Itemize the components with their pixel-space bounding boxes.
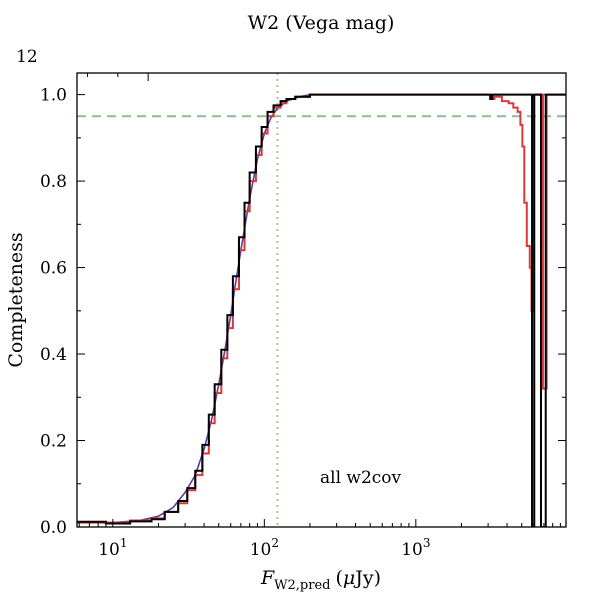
- x-tick-label-base: 10: [401, 540, 423, 560]
- x-axis-title-sub: W2,pred: [274, 578, 330, 593]
- y-tick-label: 0.6: [40, 259, 67, 279]
- annotation-label: all w2cov: [320, 468, 402, 488]
- x-tick-label-exponent: 1: [120, 536, 128, 550]
- x-axis-title: FW2,pred (μJy): [260, 567, 381, 593]
- series-line-1: [77, 93, 566, 524]
- x-axis-title-mu: μ: [343, 567, 355, 589]
- series-line-3: [77, 93, 566, 527]
- plot-frame: [76, 72, 567, 528]
- x-axis-title-base: F: [260, 567, 275, 589]
- y-tick-label: 1.0: [40, 86, 67, 106]
- top-tick-label: 12: [16, 47, 38, 67]
- top-axis-title: W2 (Vega mag): [248, 12, 395, 34]
- x-axis-title-open: (: [335, 567, 342, 589]
- y-tick-label: 0.4: [40, 345, 67, 365]
- y-tick-label: 0.0: [40, 518, 67, 538]
- x-tick-label-base: 10: [250, 540, 272, 560]
- x-tick-label: 102: [250, 536, 279, 560]
- x-tick-label-exponent: 2: [271, 536, 279, 550]
- x-tick-label-base: 10: [98, 540, 120, 560]
- x-tick-label: 103: [401, 536, 430, 560]
- y-tick-label: 0.8: [40, 172, 67, 192]
- x-tick-label: 101: [98, 536, 127, 560]
- x-tick-label-exponent: 3: [423, 536, 431, 550]
- series-line-2: [77, 93, 566, 524]
- x-axis-title-unit: Jy): [353, 567, 381, 589]
- y-axis-title: Completeness: [5, 232, 27, 367]
- y-tick-label: 0.2: [40, 432, 67, 452]
